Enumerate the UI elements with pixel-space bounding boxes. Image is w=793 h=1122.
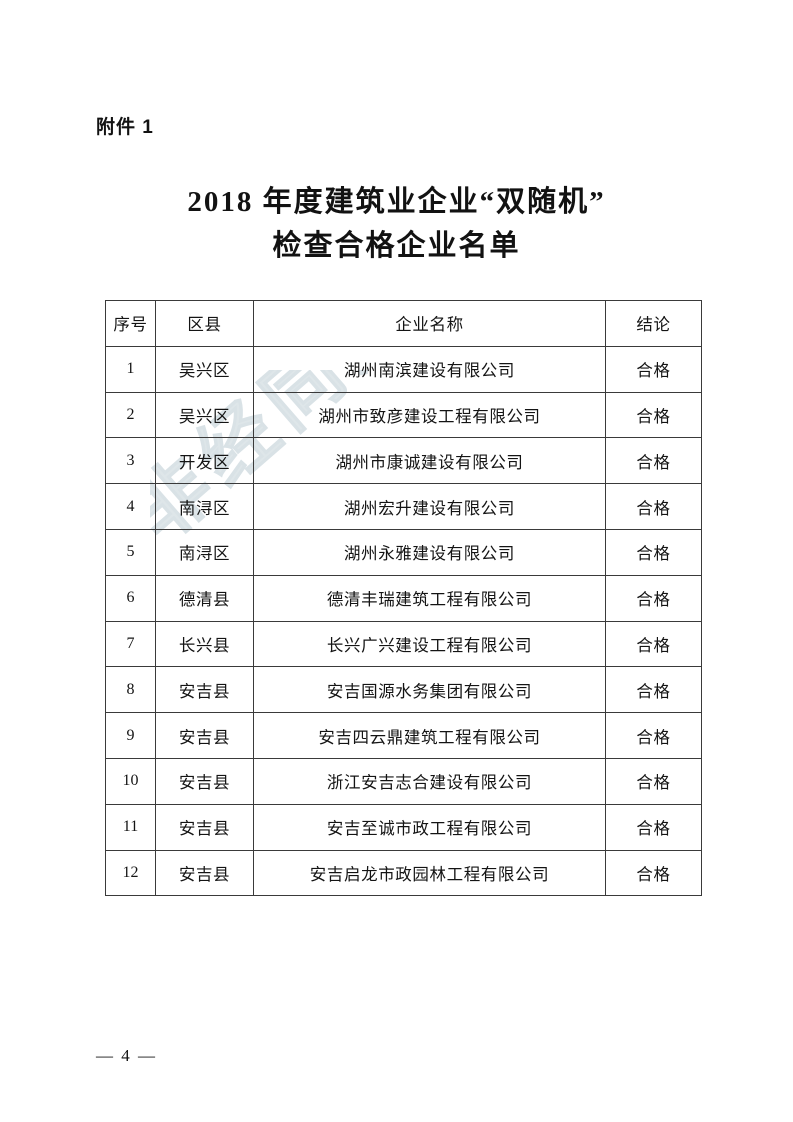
cell-district: 安吉县 bbox=[155, 666, 254, 714]
cell-conclusion: 合格 bbox=[605, 437, 702, 485]
cell-district: 南浔区 bbox=[155, 483, 254, 530]
cell-company: 安吉启龙市政园林工程有限公司 bbox=[253, 849, 606, 897]
cell-conclusion: 合格 bbox=[605, 757, 702, 805]
page-title-line-2: 检查合格企业名单 bbox=[272, 230, 521, 262]
cell-company: 安吉四云鼎建筑工程有限公司 bbox=[253, 712, 606, 759]
table-row: 9 安吉县 安吉四云鼎建筑工程有限公司 合格 bbox=[105, 712, 702, 759]
cell-seq: 11 bbox=[105, 803, 156, 851]
cell-company: 湖州永雅建设有限公司 bbox=[253, 528, 606, 576]
cell-conclusion: 合格 bbox=[605, 391, 702, 439]
table-header-row: 序号 区县 企业名称 结论 bbox=[105, 300, 702, 347]
table-row: 5 南浔区 湖州永雅建设有限公司 合格 bbox=[105, 528, 702, 576]
cell-conclusion: 合格 bbox=[605, 620, 702, 668]
cell-conclusion: 合格 bbox=[605, 666, 702, 714]
cell-company: 湖州市康诚建设有限公司 bbox=[253, 437, 606, 485]
cell-company: 浙江安吉志合建设有限公司 bbox=[253, 757, 606, 805]
table-row: 3 开发区 湖州市康诚建设有限公司 合格 bbox=[105, 437, 702, 485]
cell-district: 吴兴区 bbox=[155, 391, 254, 439]
cell-seq: 8 bbox=[105, 666, 156, 714]
cell-seq: 5 bbox=[105, 528, 156, 576]
cell-seq: 1 bbox=[105, 345, 156, 393]
table-row: 7 长兴县 长兴广兴建设工程有限公司 合格 bbox=[105, 620, 702, 668]
column-header-company: 企业名称 bbox=[253, 300, 606, 347]
table-row: 11 安吉县 安吉至诚市政工程有限公司 合格 bbox=[105, 803, 702, 851]
cell-district: 安吉县 bbox=[155, 803, 254, 851]
cell-company: 湖州宏升建设有限公司 bbox=[253, 483, 606, 530]
cell-seq: 9 bbox=[105, 712, 156, 759]
cell-district: 德清县 bbox=[155, 574, 254, 622]
cell-seq: 4 bbox=[105, 483, 156, 530]
cell-conclusion: 合格 bbox=[605, 528, 702, 576]
cell-district: 长兴县 bbox=[155, 620, 254, 668]
cell-seq: 3 bbox=[105, 437, 156, 485]
company-list-table-container: 序号 区县 企业名称 结论 1 吴兴区 湖州南滨建设有限公司 合格 2 吴兴区 湖州市致彦建… bbox=[105, 300, 702, 897]
cell-district: 安吉县 bbox=[155, 849, 254, 897]
cell-company: 安吉至诚市政工程有限公司 bbox=[253, 803, 606, 851]
page-title: 2018 年度建筑业企业“双随机” 检查合格企业名单 bbox=[0, 180, 793, 268]
cell-district: 开发区 bbox=[155, 437, 254, 485]
attachment-label: 附件 1 bbox=[96, 117, 154, 138]
cell-seq: 10 bbox=[105, 757, 156, 805]
column-header-district: 区县 bbox=[155, 300, 254, 347]
cell-seq: 2 bbox=[105, 391, 156, 439]
page-number-footer: — 4 — bbox=[96, 1046, 157, 1065]
column-header-conclusion: 结论 bbox=[605, 300, 702, 347]
cell-conclusion: 合格 bbox=[605, 803, 702, 851]
company-list-table: 序号 区县 企业名称 结论 1 吴兴区 湖州南滨建设有限公司 合格 2 吴兴区 湖州市致彦建… bbox=[105, 300, 702, 897]
cell-company: 湖州市致彦建设工程有限公司 bbox=[253, 391, 606, 439]
column-header-seq: 序号 bbox=[105, 300, 156, 347]
table-body: 1 吴兴区 湖州南滨建设有限公司 合格 2 吴兴区 湖州市致彦建设工程有限公司 合格 3 开发区湖… bbox=[105, 345, 702, 897]
table-row: 2 吴兴区 湖州市致彦建设工程有限公司 合格 bbox=[105, 391, 702, 439]
table-row: 4 南浔区 湖州宏升建设有限公司 合格 bbox=[105, 483, 702, 530]
cell-conclusion: 合格 bbox=[605, 712, 702, 759]
table-row: 8 安吉县 安吉国源水务集团有限公司 合格 bbox=[105, 666, 702, 714]
table-row: 10 安吉县 浙江安吉志合建设有限公司 合格 bbox=[105, 757, 702, 805]
cell-company: 德清丰瑞建筑工程有限公司 bbox=[253, 574, 606, 622]
table-row: 6 德清县 德清丰瑞建筑工程有限公司 合格 bbox=[105, 574, 702, 622]
cell-seq: 12 bbox=[105, 849, 156, 897]
cell-district: 安吉县 bbox=[155, 712, 254, 759]
table-row: 12 安吉县 安吉启龙市政园林工程有限公司 合格 bbox=[105, 849, 702, 897]
cell-district: 吴兴区 bbox=[155, 345, 254, 393]
cell-seq: 6 bbox=[105, 574, 156, 622]
cell-conclusion: 合格 bbox=[605, 574, 702, 622]
cell-conclusion: 合格 bbox=[605, 849, 702, 897]
page-title-line-1: 2018 年度建筑业企业“双随机” bbox=[187, 186, 606, 218]
cell-conclusion: 合格 bbox=[605, 483, 702, 530]
table-row: 1 吴兴区 湖州南滨建设有限公司 合格 bbox=[105, 345, 702, 393]
cell-seq: 7 bbox=[105, 620, 156, 668]
cell-conclusion: 合格 bbox=[605, 345, 702, 393]
cell-company: 湖州南滨建设有限公司 bbox=[253, 345, 606, 393]
cell-district: 安吉县 bbox=[155, 757, 254, 805]
cell-district: 南浔区 bbox=[155, 528, 254, 576]
table-header: 序号 区县 企业名称 结论 bbox=[105, 300, 702, 347]
cell-company: 安吉国源水务集团有限公司 bbox=[253, 666, 606, 714]
cell-company: 长兴广兴建设工程有限公司 bbox=[253, 620, 606, 668]
